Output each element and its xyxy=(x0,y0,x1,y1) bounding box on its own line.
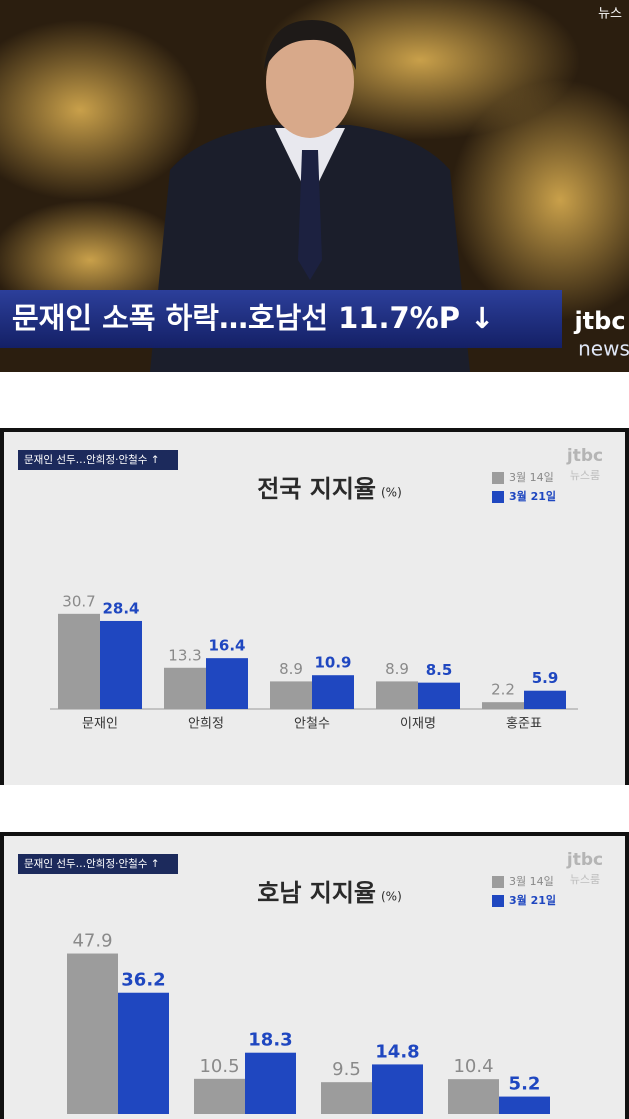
chart-title: 전국 지지율 xyxy=(257,475,376,503)
anchor-face xyxy=(266,26,354,138)
logo-sub: 뉴스룸 xyxy=(570,873,600,886)
value-label: 18.3 xyxy=(248,1030,292,1051)
logo: jtbc xyxy=(573,307,625,335)
logo: jtbc xyxy=(566,446,603,466)
value-label: 2.2 xyxy=(491,681,515,699)
badge-text: 문재인 선두…안희정·안철수 ↑ xyxy=(24,858,160,870)
logo-sub: news xyxy=(578,337,629,361)
value-label: 9.5 xyxy=(332,1059,361,1080)
panel xyxy=(4,432,625,785)
badge xyxy=(18,854,178,874)
chart-unit: (%) xyxy=(381,890,402,904)
bar xyxy=(448,1079,499,1114)
anchor-hair xyxy=(264,20,356,70)
badge xyxy=(18,450,178,470)
value-label: 5.2 xyxy=(509,1074,541,1095)
value-label: 8.5 xyxy=(426,661,453,679)
value-label: 5.9 xyxy=(532,669,559,687)
bar xyxy=(418,682,460,709)
caption: 문재인 소폭 하락…호남선 11.7%P ↓ xyxy=(12,301,494,335)
legend-swatch xyxy=(492,876,504,888)
chart-unit: (%) xyxy=(381,486,402,500)
legend-label: 3월 21일 xyxy=(509,893,556,907)
background-light xyxy=(0,20,200,200)
background-light xyxy=(0,200,190,320)
legend-label: 3월 14일 xyxy=(509,874,554,888)
value-label: 14.8 xyxy=(375,1041,419,1062)
x-tick-label: 홍준표 xyxy=(506,717,542,732)
bar xyxy=(372,1064,423,1114)
legend-swatch xyxy=(492,895,504,907)
x-tick-label: 안희정 xyxy=(188,717,224,732)
x-tick-label: 안철수 xyxy=(294,717,330,732)
bar xyxy=(321,1082,372,1114)
bar xyxy=(206,658,248,709)
value-label: 8.9 xyxy=(385,660,409,678)
legend-label: 3월 14일 xyxy=(509,470,554,484)
bar xyxy=(312,675,354,709)
logo-sub: 뉴스룸 xyxy=(570,469,600,482)
value-label: 13.3 xyxy=(168,646,201,664)
caption-bar xyxy=(0,290,562,348)
bar xyxy=(245,1052,296,1114)
value-label: 10.5 xyxy=(199,1056,239,1077)
value-label: 36.2 xyxy=(121,970,165,991)
x-tick-label: 이재명 xyxy=(400,717,436,732)
value-label: 8.9 xyxy=(279,660,303,678)
value-label: 28.4 xyxy=(102,599,139,617)
legend-label: 3월 21일 xyxy=(509,489,556,503)
x-tick-label: 문재인 xyxy=(82,717,118,732)
bar xyxy=(482,702,524,709)
badge-text: 문재인 선두…안희정·안철수 ↑ xyxy=(24,454,160,466)
channel-corner: 뉴스 xyxy=(598,7,622,22)
value-label: 10.4 xyxy=(453,1056,493,1077)
value-label: 47.9 xyxy=(72,931,112,952)
bar xyxy=(58,613,100,709)
bar xyxy=(270,681,312,709)
background-light xyxy=(450,80,629,320)
value-label: 30.7 xyxy=(62,592,95,610)
value-label: 16.4 xyxy=(208,637,245,655)
bar xyxy=(164,667,206,709)
bar xyxy=(376,681,418,709)
legend-swatch xyxy=(492,472,504,484)
bar xyxy=(194,1078,245,1114)
logo: jtbc xyxy=(566,850,603,870)
bar xyxy=(524,690,566,709)
chart-title: 호남 지지율 xyxy=(257,879,376,907)
legend-swatch xyxy=(492,491,504,503)
bar xyxy=(100,620,142,709)
bar xyxy=(118,992,169,1114)
bar xyxy=(67,953,118,1114)
anchor-tie xyxy=(298,150,322,280)
value-label: 10.9 xyxy=(314,654,351,672)
bar xyxy=(499,1096,550,1114)
